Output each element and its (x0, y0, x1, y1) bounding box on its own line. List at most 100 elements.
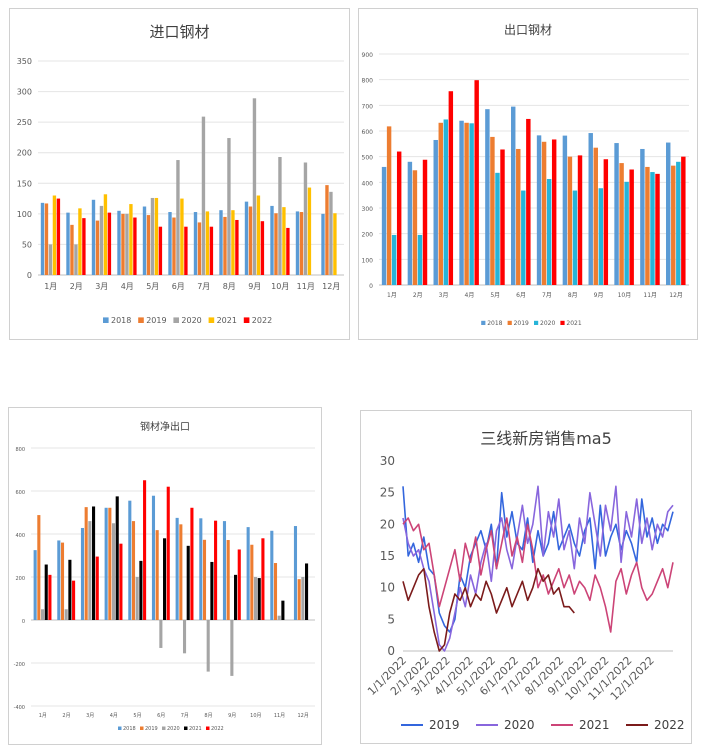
bar (381, 166, 387, 285)
bar (74, 244, 78, 275)
bar (469, 123, 474, 285)
bar (103, 194, 108, 275)
legend-swatch (173, 317, 179, 323)
bar (485, 109, 490, 285)
bar (495, 172, 500, 285)
bar (396, 151, 402, 285)
legend-label: 2022 (654, 718, 685, 732)
y-tick-label: 900 (362, 52, 374, 59)
bar (80, 527, 85, 620)
x-tick-label: 3月 (439, 292, 449, 299)
legend-swatch (162, 726, 166, 730)
y-tick-label: 150 (17, 179, 32, 188)
bar (655, 173, 660, 285)
bar (159, 620, 163, 648)
bar (176, 160, 180, 275)
bar (184, 226, 188, 275)
bar (464, 122, 469, 285)
bar (72, 580, 76, 620)
bar (231, 210, 235, 275)
y-tick-label: 10 (380, 581, 395, 595)
y-tick-label: 300 (362, 206, 374, 213)
chart-panel-tier3-housing-sales: 三线新房销售ma5 0 5 10 15 20 25 30 1/1/2022 2/1/2022 3/… (360, 410, 692, 744)
bar (190, 507, 194, 620)
chart-title: 进口钢材 (149, 23, 210, 41)
bar (541, 141, 547, 285)
bar (108, 507, 112, 620)
bar (222, 521, 227, 620)
x-tick-label: 4月 (110, 713, 118, 719)
bar (333, 213, 337, 275)
y-tick-label: 400 (362, 180, 374, 187)
bar (278, 156, 282, 275)
bar (422, 159, 428, 285)
bar (511, 106, 516, 285)
net-export-steel-bar-chart: -400 -200 0 200 400 600 800 1月 2月 3月 4月 5月 6月 7月 8月 9月 1… (14, 447, 315, 732)
bar (40, 202, 45, 275)
bar (407, 161, 413, 285)
x-tick-label: 2月 (70, 282, 83, 291)
bar (163, 538, 167, 620)
legend-swatch (138, 317, 144, 323)
bar (84, 507, 88, 620)
export-steel-bar-chart: 0 100 200 300 400 500 600 700 800 900 1月 2月 3月 4月 5月 6月… (362, 52, 689, 327)
x-tick-label: 11月 (297, 282, 315, 291)
bar (230, 620, 234, 676)
bar (99, 205, 104, 275)
bar (244, 201, 249, 275)
bar (603, 159, 609, 285)
bar (629, 169, 634, 285)
y-tick-label: 350 (17, 57, 32, 66)
bar (459, 120, 464, 285)
legend-label: 2022 (211, 726, 224, 732)
x-tick-label: 11月 (643, 292, 657, 299)
x-tick-label: 6月 (172, 282, 185, 291)
bar (119, 543, 123, 620)
x-tick-label: 4月 (465, 292, 475, 299)
bar (56, 198, 61, 275)
legend-label: 2018 (123, 726, 136, 732)
bar (88, 521, 92, 620)
bar (223, 216, 227, 275)
y-tick-label: 50 (22, 240, 32, 249)
bar (260, 221, 265, 275)
legend-swatch (184, 726, 188, 730)
bar (179, 524, 183, 620)
y-tick-label: 100 (17, 210, 32, 219)
bar (166, 486, 170, 620)
bar (598, 188, 604, 285)
chart-title: 出口钢材 (503, 23, 552, 37)
bar (115, 496, 119, 620)
bar (277, 615, 281, 620)
bar (562, 135, 568, 285)
bar (250, 544, 254, 620)
x-tick-label: 10月 (271, 282, 289, 291)
bar (214, 520, 218, 620)
x-tick-label: 5月 (133, 713, 141, 719)
bar (443, 119, 449, 285)
bar (577, 155, 583, 285)
legend-label: 2018 (487, 320, 502, 327)
bar (154, 197, 159, 275)
x-tick-label: 12月 (322, 282, 340, 291)
bar (129, 204, 133, 275)
bar (95, 220, 100, 275)
bar (588, 133, 593, 285)
legend-label: 2021 (579, 718, 610, 732)
bar (417, 234, 423, 285)
bar (572, 190, 578, 285)
bar (614, 143, 619, 285)
y-tick-label: 600 (362, 129, 374, 136)
bar (151, 495, 156, 620)
bar (237, 549, 241, 620)
bar (68, 559, 72, 620)
y-tick-label: -200 (14, 662, 25, 668)
bar (128, 500, 132, 620)
x-tick-label: 1月 (44, 282, 57, 291)
bar (433, 139, 438, 285)
bar (66, 212, 70, 275)
bar (671, 165, 676, 285)
x-tick-label: 8月 (568, 292, 578, 299)
bar (70, 224, 74, 275)
bar (60, 542, 65, 620)
